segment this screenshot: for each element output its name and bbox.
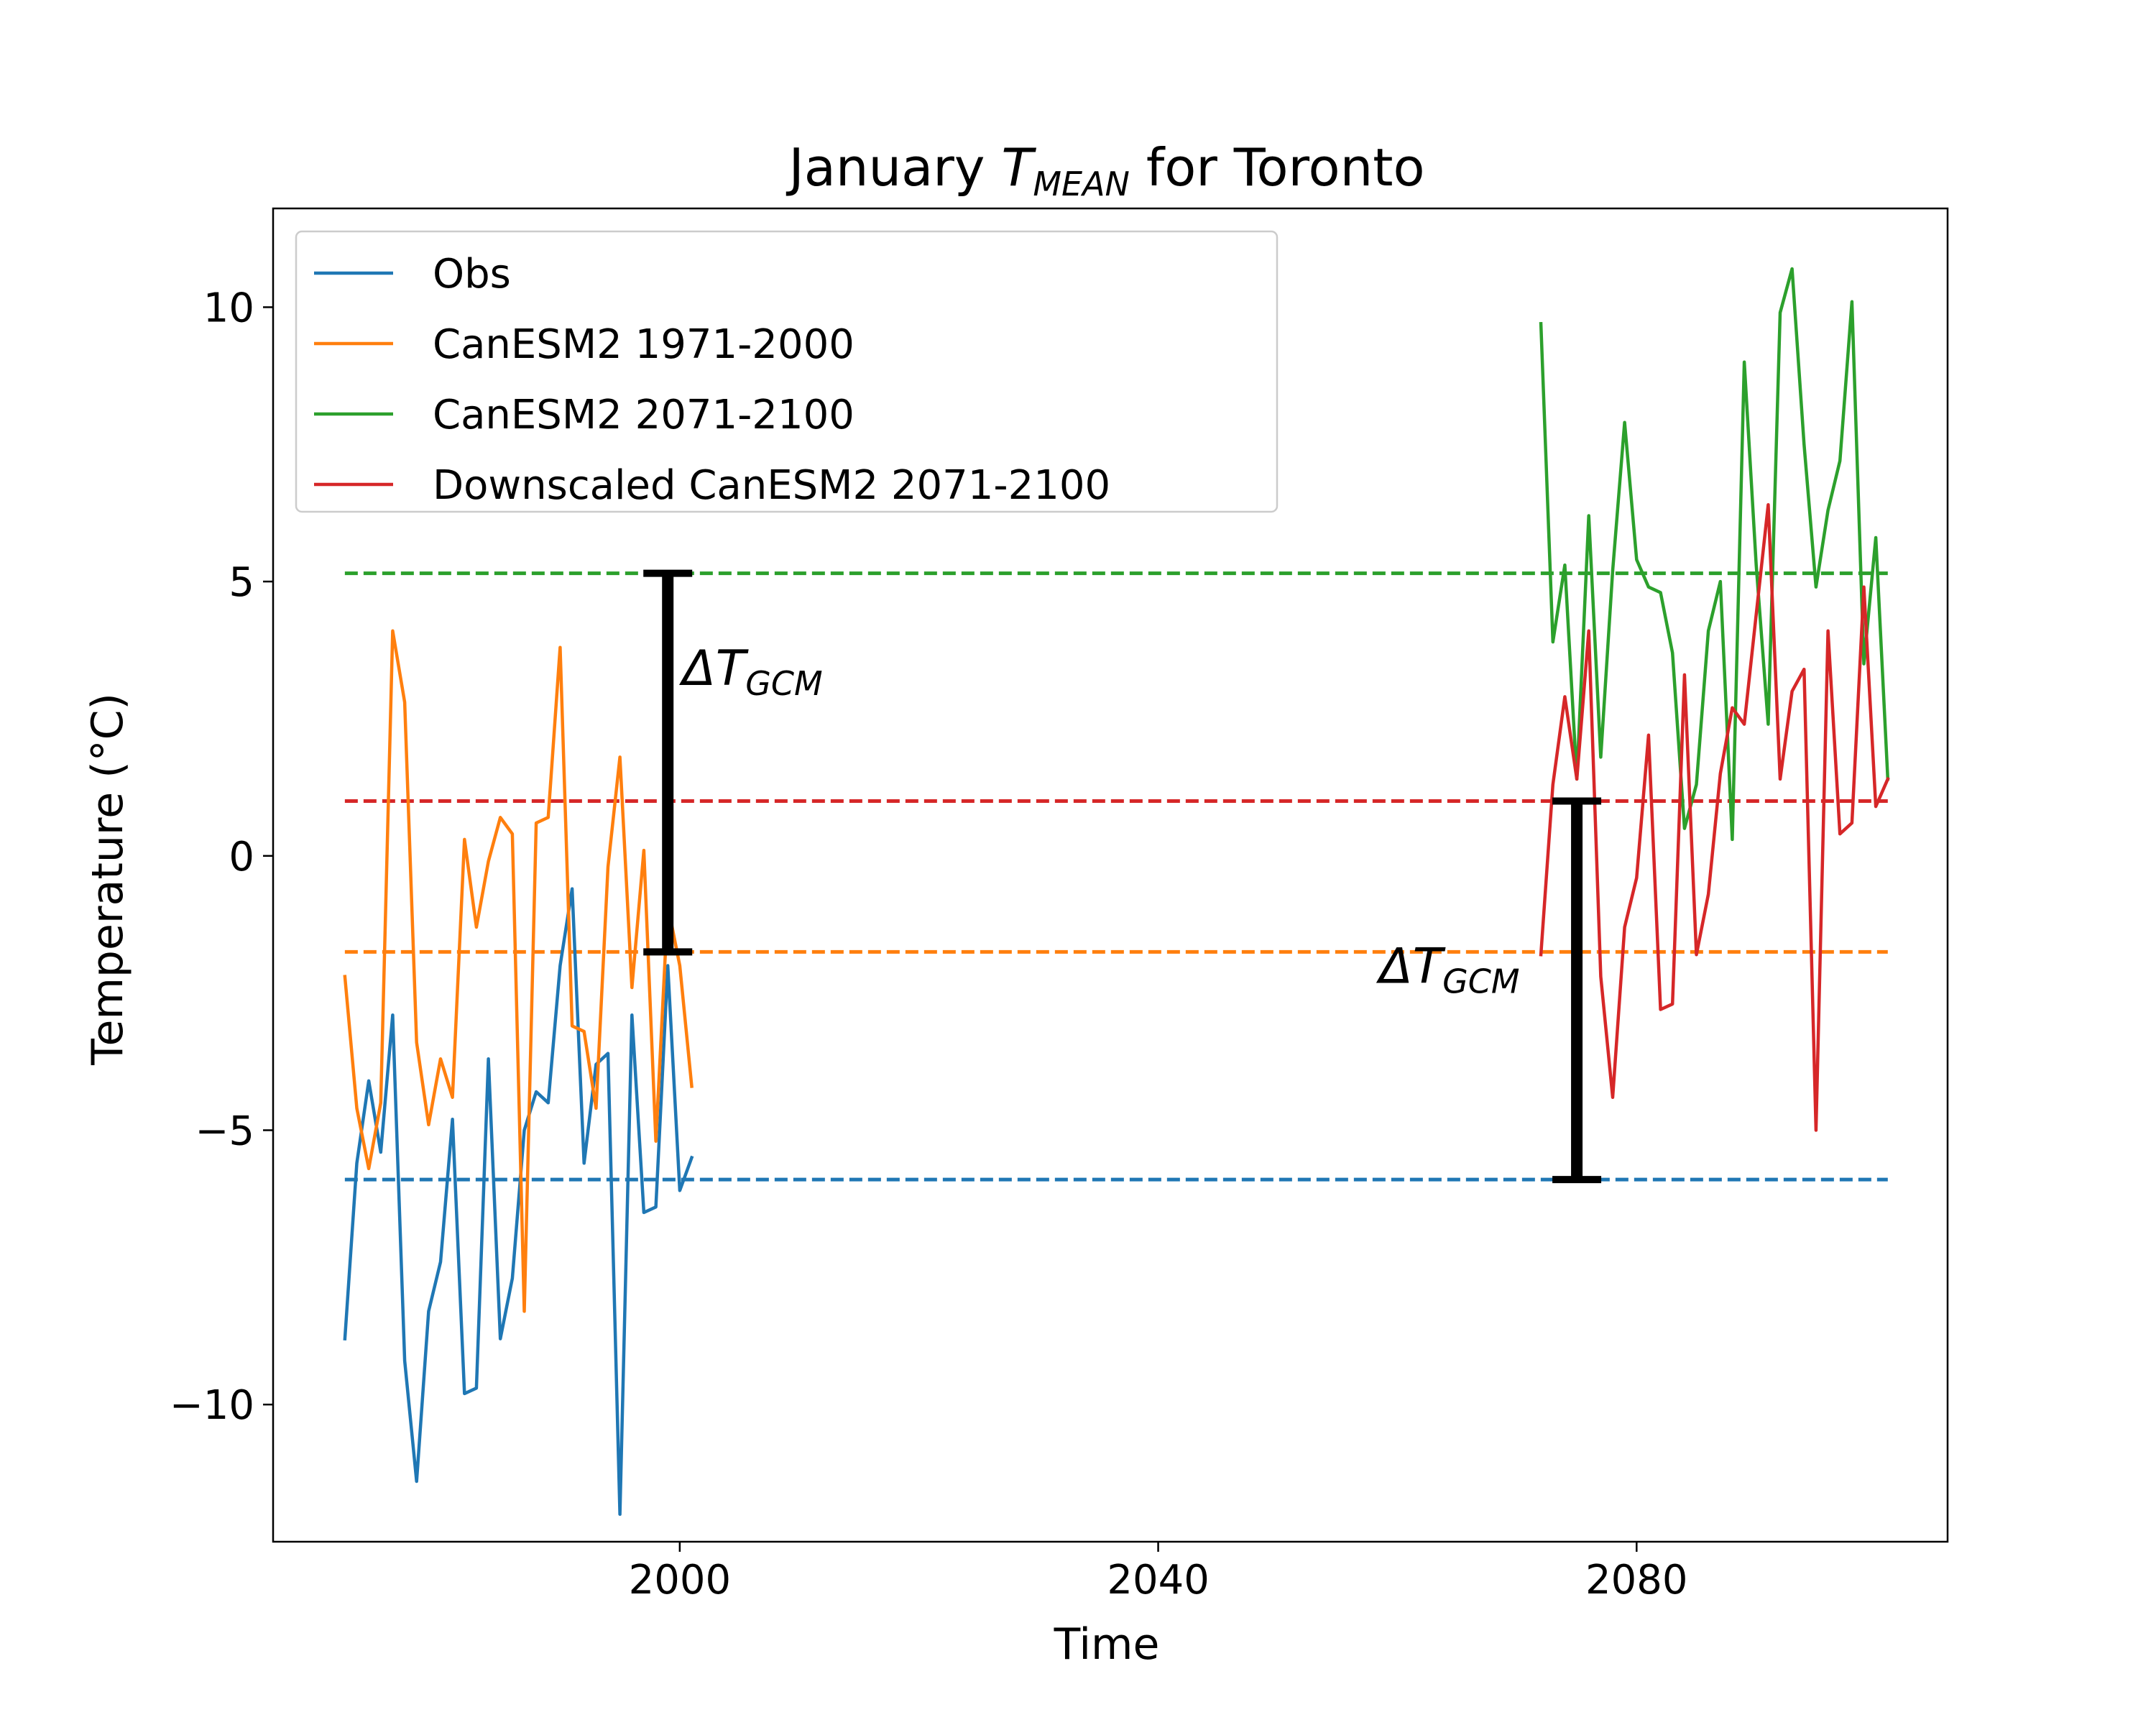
legend: Obs CanESM2 1971-2000 CanESM2 2071-2100 Dow…	[295, 230, 1279, 513]
title-symbol: T	[1001, 137, 1036, 198]
legend-label-3: Downscaled CanESM2 2071-2100	[433, 462, 1110, 509]
title-prefix: January	[786, 137, 1001, 198]
legend-label-0: Obs	[433, 251, 511, 298]
delta-label: ΔTGCM	[1376, 938, 1520, 1000]
delta-subscript: GCM	[745, 664, 822, 703]
delta-subscript: GCM	[1442, 962, 1519, 1000]
series-line-3	[1539, 502, 1890, 1132]
delta-symbol: ΔT	[678, 640, 749, 697]
legend-label-1: CanESM2 1971-2000	[433, 321, 854, 368]
legend-label-2: CanESM2 2071-2100	[433, 392, 854, 438]
series-line-0	[343, 887, 694, 1517]
title-suffix: for Toronto	[1130, 137, 1425, 198]
y-tick-label-1: 5	[229, 559, 254, 606]
series-line-1	[343, 629, 694, 1313]
title-subscript: MEAN	[1033, 165, 1130, 203]
y-tick-label-3: −5	[195, 1108, 254, 1154]
x-tick-label-2: 2080	[1585, 1557, 1688, 1604]
y-tick-label-2: 0	[229, 834, 254, 880]
delta-annotation-1: ΔTGCM	[1376, 797, 1602, 1184]
x-axis-ticks: 2000 2040 2080	[629, 1542, 1688, 1604]
y-axis-ticks: 10 5 0 −5 −10	[170, 285, 273, 1429]
x-axis-label: Time	[1054, 1619, 1160, 1670]
y-tick-label-0: 10	[203, 285, 254, 331]
delta-label: ΔTGCM	[678, 640, 823, 703]
legend-box	[295, 230, 1279, 513]
x-tick-label-1: 2040	[1107, 1557, 1210, 1604]
y-axis-label: Temperature (°C)	[83, 693, 133, 1066]
series-line-2	[1539, 267, 1890, 842]
series-lines	[343, 267, 1890, 1517]
x-tick-label-0: 2000	[629, 1557, 732, 1604]
y-tick-label-4: −10	[170, 1382, 254, 1429]
reference-lines	[344, 571, 1888, 1182]
delta-symbol: ΔT	[1376, 938, 1446, 995]
chart-title: January TMEAN for Toronto	[786, 137, 1424, 203]
plot-frame	[272, 207, 1949, 1543]
delta-annotation-0: ΔTGCM	[643, 569, 823, 956]
